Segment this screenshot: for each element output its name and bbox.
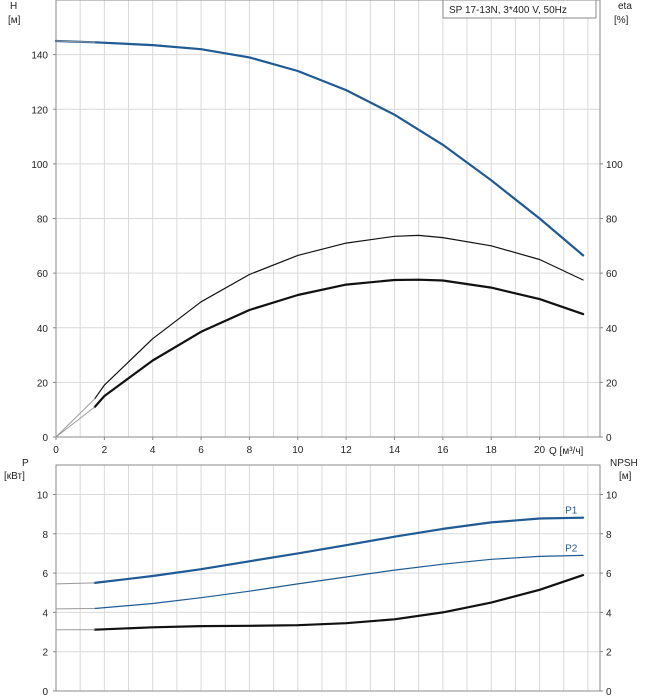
lower-right-tick-label: 10 [606,490,618,501]
lower-left-tick-label: 2 [42,648,48,659]
series-efficiency-pump-line [94,234,584,400]
upper-chart: SP 17-13N, 3*400 V, 50Hz H [м] eta [%] Q… [8,0,632,457]
upper-right-tick-label: 80 [606,215,618,226]
legend-frame [442,0,597,19]
lower-plot-frame [55,464,601,692]
series-P1-extrapolated-line [55,582,96,585]
series-P1-label: P1 [565,506,578,517]
lower-left-axis-title-2: [кВт] [4,471,25,482]
upper-x-tick-label: 4 [150,445,156,456]
upper-right-tick-label: 40 [606,324,618,335]
upper-x-tick-label: 12 [341,445,353,456]
upper-right-tick-label: 0 [606,433,612,444]
series-head-line [54,39,585,257]
lower-chart: P [кВт] NPSH [м] 0 2 4 6 8 10 0 2 4 6 8 10 P1 P2 [4,458,638,698]
lower-series: P1 P2 [55,506,585,631]
upper-x-tick-label: 10 [292,445,304,456]
upper-x-tick-label: 6 [198,445,204,456]
upper-grid [56,0,600,437]
lower-right-tick-label: 8 [606,530,612,541]
upper-left-tick-label: 140 [31,51,48,62]
series-P1-line [93,516,585,584]
upper-left-axis-title-1: H [10,1,17,12]
series-efficiency-extrapolated-2-line [55,406,96,438]
lower-grid [56,465,600,691]
upper-x-tick-label: 8 [247,445,253,456]
lower-left-tick-label: 4 [42,608,48,619]
upper-series [54,39,585,438]
upper-right-tick-label: 60 [606,269,618,280]
upper-left-tick-label: 120 [31,105,48,116]
upper-left-tick-label: 20 [37,378,49,389]
upper-left-axis-title-2: [м] [8,15,21,26]
upper-x-tick-label: 14 [389,445,401,456]
upper-x-axis-title: Q [м³/ч] [549,446,584,457]
lower-left-axis-title-1: P [22,458,29,469]
series-P2-line [94,554,584,610]
series-P2-label: P2 [565,543,578,554]
lower-right-tick-label: 6 [606,569,612,580]
lower-right-axis-title-2: [м] [619,471,632,482]
upper-x-tick-label: 16 [437,445,449,456]
lower-right-tick-label: 2 [606,648,612,659]
upper-right-tick-label: 100 [606,160,623,171]
lower-right-axis-title-1: NPSH [610,458,638,469]
upper-right-axis-title-2: [%] [614,15,629,26]
upper-x-tick-label: 2 [102,445,108,456]
series-NPSH-line [93,574,585,631]
lower-left-tick-label: 10 [37,490,49,501]
lower-right-tick-label: 4 [606,608,612,619]
legend-text: SP 17-13N, 3*400 V, 50Hz [449,5,567,16]
upper-x-tick-label: 18 [486,445,498,456]
upper-right-axis-title-1: eta [618,1,632,12]
upper-tick-labels: 0 20 40 60 80 100 120 140 0 20 40 60 80 100 0 2 4 6 8 10 12 1… [31,51,623,456]
upper-left-tick-label: 100 [31,160,48,171]
lower-right-tick-label: 0 [606,687,612,698]
upper-right-tick-label: 20 [606,378,618,389]
lower-left-tick-label: 8 [42,530,48,541]
lower-left-tick-label: 6 [42,569,48,580]
upper-left-tick-label: 40 [37,324,49,335]
upper-left-tick-label: 60 [37,269,49,280]
upper-left-tick-label: 80 [37,215,49,226]
upper-x-tick-label: 0 [53,445,59,456]
series-efficiency-extrapolated-1-line [55,398,96,438]
lower-left-tick-label: 0 [42,687,48,698]
series-efficiency-total-line [93,278,585,409]
lower-tick-labels: 0 2 4 6 8 10 0 2 4 6 8 10 [37,490,618,698]
series-head-extrapolated-line [55,40,96,43]
upper-x-tick-label: 20 [534,445,546,456]
upper-left-tick-label: 0 [42,433,48,444]
upper-legend: SP 17-13N, 3*400 V, 50Hz [442,0,597,19]
